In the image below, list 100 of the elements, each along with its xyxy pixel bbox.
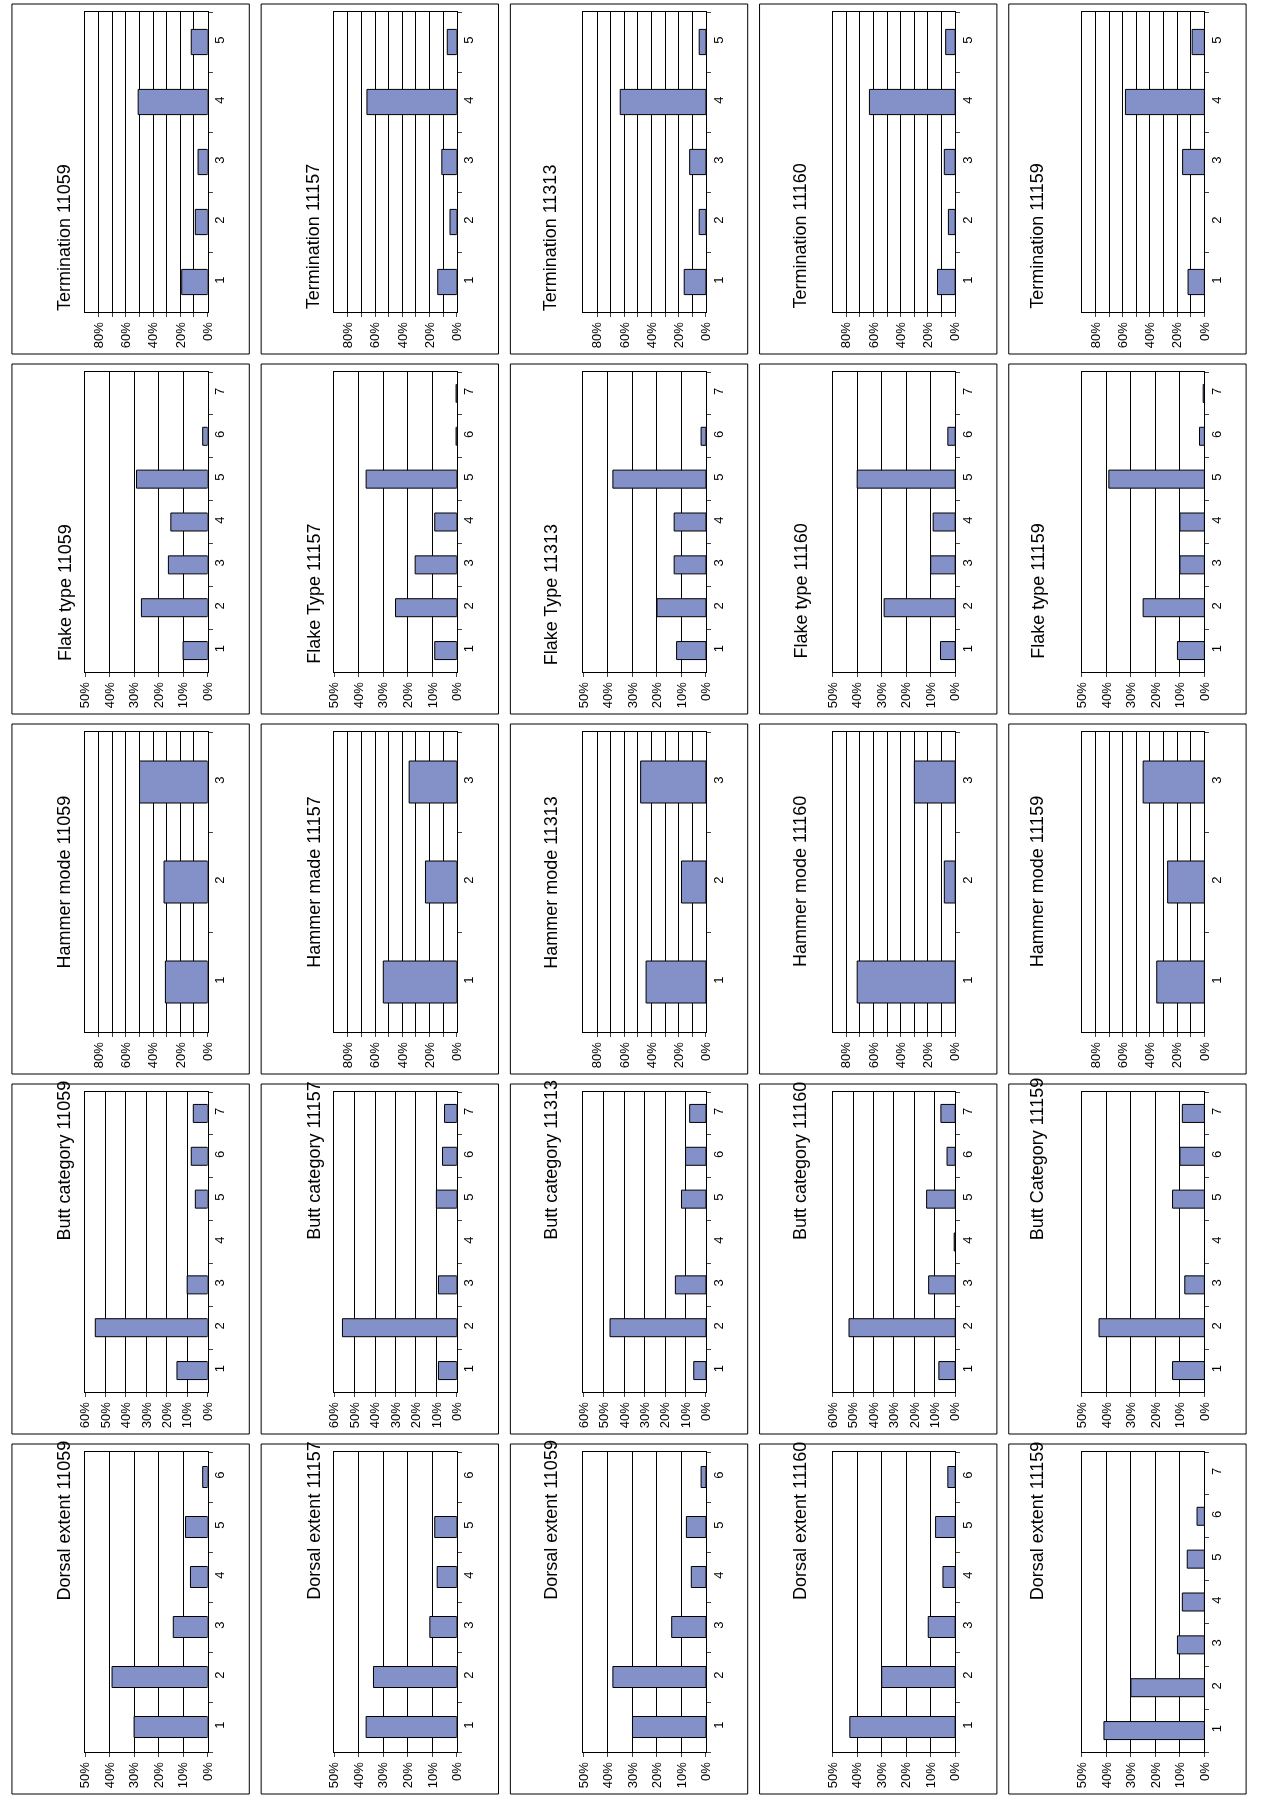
y-tick-label: 5 <box>1209 1553 1224 1561</box>
y-tick-label: 1 <box>212 1365 228 1373</box>
x-tick-label: 30% <box>138 1401 154 1429</box>
x-tick-label: 50% <box>824 681 840 709</box>
x-tick-label: 20% <box>400 681 416 709</box>
x-tick-label: 20% <box>1169 321 1185 349</box>
y-tick-label: 5 <box>1209 473 1224 481</box>
y-tick-label: 6 <box>959 1471 975 1479</box>
y-tick-label: 6 <box>710 1150 726 1158</box>
y-tick-label: 1 <box>461 1365 477 1373</box>
y-tick-label: 2 <box>710 1322 726 1330</box>
y-tick-label: 6 <box>212 1150 228 1158</box>
x-tick-label: 40% <box>600 1761 616 1789</box>
x-tick-label: 50% <box>575 681 591 709</box>
y-tick-label: 3 <box>959 1621 975 1629</box>
y-tick-label: 3 <box>212 559 228 567</box>
y-tick-label: 2 <box>1209 216 1224 224</box>
x-tick-label: 60% <box>1114 321 1130 349</box>
text: Flake Type 11157 <box>303 523 324 664</box>
y-tick-label: 2 <box>959 1322 975 1330</box>
x-tick-label: 10% <box>673 681 689 709</box>
y-tick-label: 2 <box>212 1322 228 1330</box>
text: Termination 11313 <box>540 164 561 312</box>
x-tick-label: 0% <box>1196 681 1212 701</box>
x-tick-label: 40% <box>1098 1761 1114 1789</box>
y-tick-label: 3 <box>959 559 975 567</box>
y-tick-label: 6 <box>710 430 726 438</box>
x-tick-label: 0% <box>449 681 465 701</box>
x-tick-label: 30% <box>873 1761 889 1789</box>
y-tick-label: 5 <box>461 36 477 44</box>
x-tick-label: 20% <box>898 1761 914 1789</box>
x-tick-label: 30% <box>886 1401 902 1429</box>
x-tick-label: 80% <box>1087 1041 1103 1069</box>
x-tick-label: 60% <box>575 1401 591 1429</box>
text: Dorsal extent 11059 <box>540 1440 561 1600</box>
y-tick-label: 2 <box>710 1671 726 1679</box>
y-tick-label: 4 <box>959 1571 975 1579</box>
y-tick-label: 5 <box>212 1521 228 1529</box>
x-tick-label: 40% <box>118 1401 134 1429</box>
y-tick-label: 2 <box>710 602 726 610</box>
y-tick-label: 7 <box>959 387 975 396</box>
y-tick-label: 4 <box>710 1236 726 1244</box>
x-tick-label: 60% <box>367 1041 383 1069</box>
x-tick-label: 20% <box>172 1041 188 1069</box>
y-tick-label: 6 <box>212 1471 228 1479</box>
y-tick-label: 1 <box>959 276 975 284</box>
x-tick-label: 30% <box>375 1761 391 1789</box>
y-tick-label: 2 <box>461 602 477 610</box>
y-tick-label: 1 <box>212 976 228 984</box>
x-tick-label: 0% <box>199 321 215 341</box>
y-tick-label: 1 <box>461 1721 477 1729</box>
x-tick-label: 0% <box>698 1401 714 1421</box>
y-tick-label: 1 <box>959 976 975 984</box>
y-tick-label: 3 <box>1209 156 1224 164</box>
y-tick-label: 3 <box>710 559 726 567</box>
y-tick-label: 5 <box>212 473 228 481</box>
y-tick-label: 4 <box>212 1571 228 1579</box>
x-tick-label: 50% <box>1074 1401 1090 1429</box>
x-tick-label: 0% <box>947 1401 963 1421</box>
text: Butt category 11157 <box>303 1081 324 1240</box>
x-tick-label: 40% <box>145 1041 161 1069</box>
x-tick-label: 10% <box>1172 1761 1188 1789</box>
x-tick-label: 40% <box>643 321 659 349</box>
x-tick-label: 20% <box>421 1041 437 1069</box>
y-tick-label: 1 <box>1209 1365 1224 1373</box>
x-tick-label: 60% <box>367 321 383 349</box>
x-tick-label: 20% <box>172 321 188 349</box>
y-tick-label: 3 <box>461 776 477 784</box>
y-tick-label: 2 <box>461 1671 477 1679</box>
x-tick-label: 0% <box>1196 1041 1212 1061</box>
text: Flake type 11059 <box>54 524 75 661</box>
x-tick-label: 20% <box>150 1761 166 1789</box>
y-tick-label: 2 <box>710 216 726 224</box>
y-tick-label: 3 <box>710 1621 726 1629</box>
y-tick-label: 3 <box>1209 1279 1224 1287</box>
x-tick-label: 20% <box>1147 1761 1163 1789</box>
x-tick-label: 50% <box>77 1761 93 1789</box>
x-tick-label: 0% <box>1196 321 1212 341</box>
y-tick-label: 2 <box>1209 1322 1224 1330</box>
y-tick-label: 3 <box>461 1279 477 1287</box>
y-tick-label: 7 <box>461 387 477 396</box>
x-tick-label: 0% <box>1196 1761 1212 1781</box>
y-tick-label: 4 <box>1209 1596 1224 1604</box>
y-tick-label: 5 <box>959 473 975 481</box>
x-tick-label: 30% <box>126 681 142 709</box>
x-tick-label: 10% <box>175 681 191 709</box>
y-tick-label: 2 <box>212 1671 228 1679</box>
y-tick-label: 6 <box>461 1150 477 1158</box>
x-tick-label: 20% <box>421 321 437 349</box>
text: Butt category 11059 <box>54 1080 75 1241</box>
y-tick-label: 5 <box>212 36 228 44</box>
x-tick-label: 80% <box>1087 321 1103 349</box>
text: Flake type 11159 <box>1027 523 1048 659</box>
x-tick-label: 80% <box>90 321 106 349</box>
y-tick-label: 1 <box>959 1721 975 1729</box>
x-tick-label: 10% <box>922 681 938 709</box>
x-tick-label: 60% <box>865 1041 881 1069</box>
y-tick-label: 4 <box>212 1236 228 1244</box>
x-tick-label: 0% <box>199 1401 215 1421</box>
text: Hammer mode 11160 <box>790 795 811 968</box>
